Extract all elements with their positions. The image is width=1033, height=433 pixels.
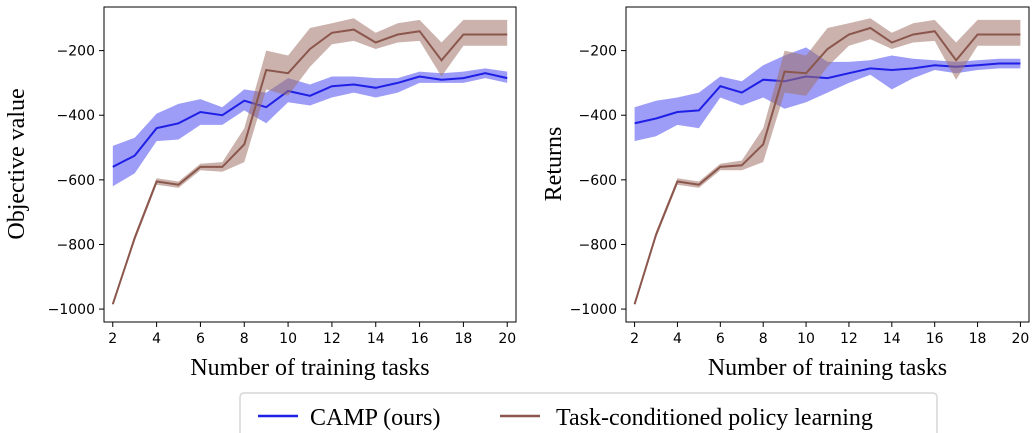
x-axis-label: Number of training tasks [708, 355, 947, 381]
y-tick-label: −400 [579, 108, 617, 124]
x-tick-label: 8 [240, 331, 249, 347]
x-tick-label: 20 [498, 331, 516, 347]
baseline-confidence-band [112, 18, 508, 306]
y-tick-label: −1000 [570, 302, 617, 318]
y-axis-label: Objective value [4, 88, 30, 239]
camp-series-line [112, 72, 508, 168]
x-tick-label: 14 [883, 331, 901, 347]
x-tick-label: 18 [969, 331, 987, 347]
baseline-series-line [633, 26, 1021, 305]
baseline-confidence-band [634, 18, 1021, 306]
y-tick-label: −200 [579, 44, 617, 60]
y-tick-label: −400 [57, 108, 95, 124]
objective-value-chart: 2 4 6 8 10 12 14 16 18 20 −1000 −800 −600 −400 −200 Num… [4, 6, 517, 381]
x-tick-label: 12 [323, 331, 341, 347]
legend: CAMP (ours) Task-conditioned policy lear… [239, 392, 938, 433]
camp-confidence-band [634, 47, 1021, 142]
x-tick-label: 18 [454, 331, 472, 347]
x-tick-label: 2 [108, 331, 117, 347]
baseline-series-line [111, 28, 508, 305]
x-tick-label: 8 [759, 331, 768, 347]
y-tick-label: −800 [579, 237, 617, 253]
plot-frame [103, 6, 517, 323]
legend-baseline-label: Task-conditioned policy learning [556, 405, 873, 431]
y-tick-label: −600 [579, 173, 617, 189]
x-tick-label: 2 [630, 331, 639, 347]
y-tick-label: −200 [57, 44, 95, 60]
x-axis-label: Number of training tasks [190, 355, 429, 381]
x-tick-label: 14 [367, 331, 385, 347]
legend-frame [239, 392, 938, 433]
x-tick-label: 6 [196, 331, 205, 347]
y-tick-label: −600 [57, 173, 95, 189]
y-tick-label: −1000 [48, 302, 95, 318]
camp-confidence-band [112, 68, 508, 187]
x-tick-label: 10 [279, 331, 297, 347]
y-tick-label: −800 [57, 237, 95, 253]
x-tick-label: 10 [797, 331, 815, 347]
legend-camp-label: CAMP (ours) [310, 405, 440, 431]
y-axis-label: Returns [541, 127, 567, 202]
plot-frame [625, 6, 1030, 323]
returns-chart: 2 4 6 8 10 12 14 16 18 20 −1000 −800 −600 −400 −200 Num… [541, 6, 1030, 381]
x-tick-label: 6 [716, 331, 725, 347]
x-tick-label: 4 [152, 331, 161, 347]
x-tick-label: 12 [840, 331, 858, 347]
x-tick-label: 16 [926, 331, 944, 347]
x-tick-label: 16 [411, 331, 429, 347]
x-tick-label: 4 [673, 331, 682, 347]
x-tick-label: 20 [1012, 331, 1030, 347]
